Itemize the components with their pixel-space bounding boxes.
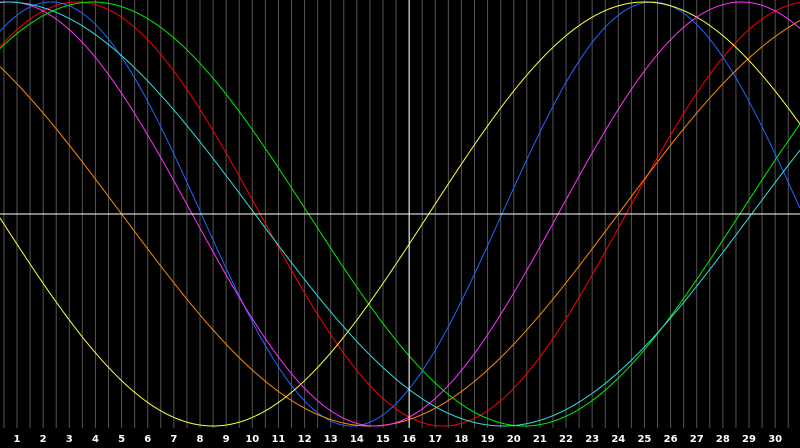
x-tick-label: 11	[271, 434, 285, 445]
series-line-1	[0, 1, 800, 427]
x-tick-label: 10	[245, 434, 259, 445]
x-tick-label: 12	[298, 434, 312, 445]
x-tick-label: 9	[223, 434, 230, 445]
x-tick-label: 21	[533, 434, 547, 445]
crosshair	[0, 0, 800, 428]
x-tick-label: 17	[428, 434, 442, 445]
x-tick-label: 15	[376, 434, 390, 445]
x-tick-label: 23	[585, 434, 599, 445]
x-tick-label: 16	[402, 434, 416, 445]
series-layer	[0, 1, 800, 427]
x-tick-label: 27	[690, 434, 704, 445]
series-line-5	[0, 1, 800, 427]
series-line-2	[0, 1, 800, 427]
x-tick-label: 25	[637, 434, 651, 445]
x-tick-label: 19	[481, 434, 495, 445]
x-tick-label: 29	[742, 434, 756, 445]
x-tick-label: 28	[716, 434, 730, 445]
x-tick-label: 26	[664, 434, 678, 445]
x-tick-label: 18	[454, 434, 468, 445]
x-tick-label: 22	[559, 434, 573, 445]
x-tick-label: 13	[324, 434, 338, 445]
x-tick-label: 24	[611, 434, 625, 445]
x-tick-label: 30	[768, 434, 782, 445]
x-tick-label: 14	[350, 434, 364, 445]
series-line-6	[0, 1, 800, 427]
x-tick-label: 3	[66, 434, 73, 445]
x-tick-label: 5	[118, 434, 125, 445]
x-tick-label: 6	[144, 434, 151, 445]
series-line-7	[0, 1, 800, 427]
series-line-4	[0, 20, 800, 427]
x-tick-label: 2	[40, 434, 47, 445]
x-tick-label: 20	[507, 434, 521, 445]
x-tick-label: 7	[170, 434, 177, 445]
x-tick-label: 8	[197, 434, 204, 445]
x-axis-tick-labels: 1 2 3 4 5 6 7 8 9 10 11 12 13 14 15 16 17 18 19 20 21 22 23 24 2…	[14, 434, 783, 445]
x-tick-label: 4	[92, 434, 99, 445]
x-tick-label: 1	[14, 434, 21, 445]
